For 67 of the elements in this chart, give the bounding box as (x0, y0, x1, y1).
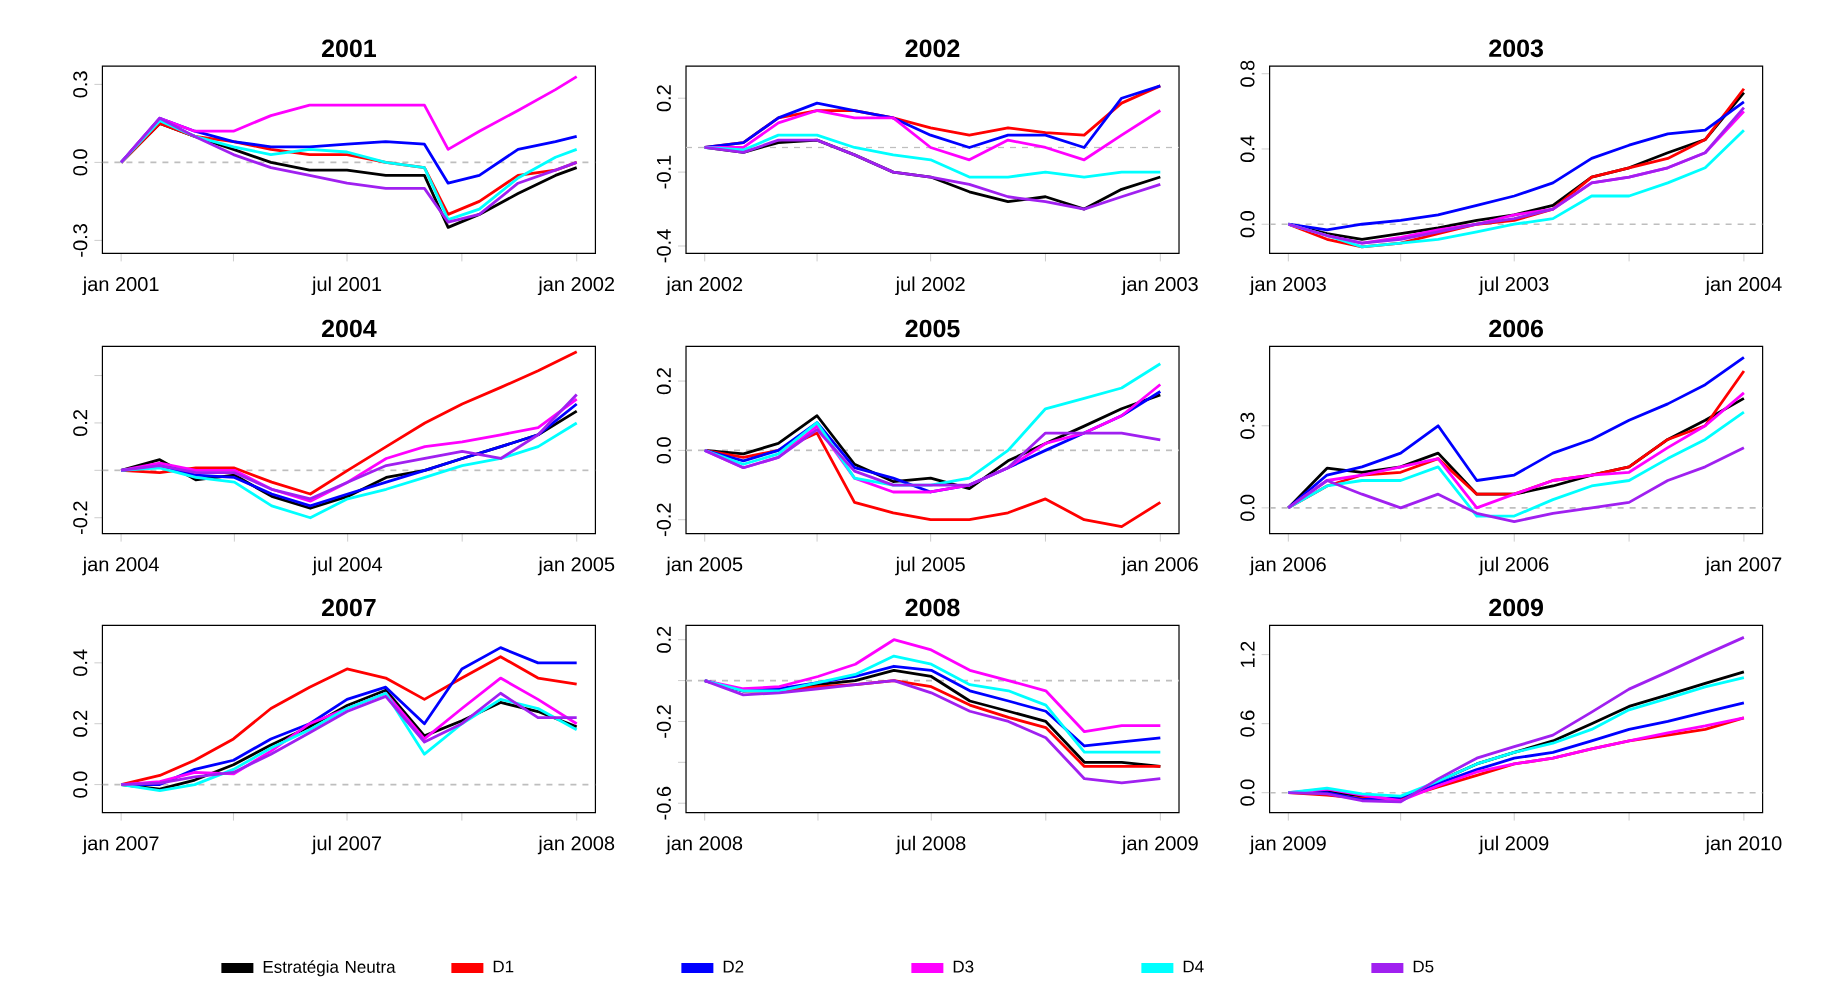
chart-title: 2007 (321, 598, 376, 617)
x-tick-label: jan 2002 (665, 276, 743, 296)
x-tick-label: jan 2009 (1249, 835, 1326, 855)
x-tick-label: jan 2008 (665, 835, 743, 855)
chart-title: 2004 (321, 319, 377, 338)
y-tick-label: 0.2 (73, 710, 88, 737)
y-tick-label: -0.1 (656, 155, 671, 189)
x-tick-label: jan 2009 (1121, 835, 1198, 855)
x-tick-label: jan 2001 (82, 276, 159, 296)
y-tick-label: 0.3 (1240, 412, 1255, 439)
x-tick-label: jul 2003 (1478, 276, 1549, 296)
legend-label: D4 (1183, 960, 1204, 973)
chart-title: 2005 (905, 319, 960, 338)
x-tick-label: jan 2008 (537, 835, 615, 855)
legend-label: D5 (1413, 960, 1434, 973)
x-tick-label: jul 2009 (1478, 835, 1549, 855)
y-tick-label: 1.2 (1240, 641, 1255, 667)
chart-title: 2003 (1489, 39, 1543, 58)
y-tick-label: -0.4 (656, 229, 671, 263)
x-tick-label: jul 2005 (895, 556, 965, 576)
y-tick-label: 0.4 (1240, 135, 1255, 163)
x-tick-label: jul 2001 (311, 276, 382, 296)
y-tick-label: 0.3 (73, 71, 88, 98)
x-tick-label: jul 2006 (1478, 556, 1549, 576)
y-tick-label: -0.2 (656, 705, 671, 738)
legend-label: Estratégia Neutra (263, 960, 396, 977)
x-tick-label: jan 2005 (537, 556, 615, 576)
y-tick-label: 0.4 (73, 649, 88, 676)
y-tick-label: 0.2 (656, 368, 671, 395)
legend-label: D2 (723, 960, 744, 973)
y-tick-label: -0.2 (73, 501, 88, 535)
chart-title: 2008 (905, 598, 960, 617)
x-tick-label: jan 2004 (1705, 276, 1782, 296)
x-tick-label: jan 2003 (1121, 276, 1198, 296)
y-tick-label: 0.0 (656, 437, 671, 464)
x-tick-label: jul 2002 (895, 276, 965, 296)
y-tick-label: 0.8 (1240, 60, 1255, 87)
x-tick-label: jan 2004 (82, 556, 159, 576)
y-tick-label: -0.2 (656, 503, 671, 537)
y-tick-label: 0.0 (73, 771, 88, 798)
x-tick-label: jan 2010 (1705, 835, 1782, 855)
x-tick-label: jan 2006 (1121, 556, 1198, 576)
y-tick-label: 0.2 (656, 85, 671, 112)
y-tick-label: 0.2 (656, 626, 671, 653)
legend-label: D3 (953, 960, 974, 973)
y-tick-label: 0.6 (1240, 710, 1255, 737)
y-tick-label: 0.0 (1240, 779, 1255, 806)
x-tick-label: jan 2007 (82, 835, 159, 855)
x-tick-label: jan 2002 (537, 276, 615, 296)
chart-title: 2006 (1489, 319, 1543, 338)
legend-label: D1 (493, 960, 514, 973)
x-tick-label: jan 2007 (1705, 556, 1782, 576)
y-tick-label: 0.2 (73, 410, 88, 437)
y-tick-label: 0.0 (1240, 494, 1255, 521)
x-tick-label: jan 2006 (1249, 556, 1326, 576)
x-tick-label: jul 2004 (312, 556, 383, 576)
x-tick-label: jan 2005 (665, 556, 743, 576)
chart-title: 2001 (321, 39, 377, 58)
chart-title: 2002 (905, 39, 960, 58)
y-tick-label: -0.6 (656, 786, 671, 820)
x-tick-label: jul 2007 (311, 835, 382, 855)
y-tick-label: 0.0 (1240, 211, 1255, 238)
y-tick-label: -0.3 (73, 224, 88, 257)
y-tick-label: 0.0 (73, 149, 88, 176)
x-tick-label: jul 2008 (895, 835, 966, 855)
chart-title: 2009 (1489, 598, 1543, 617)
x-tick-label: jan 2003 (1249, 276, 1326, 296)
